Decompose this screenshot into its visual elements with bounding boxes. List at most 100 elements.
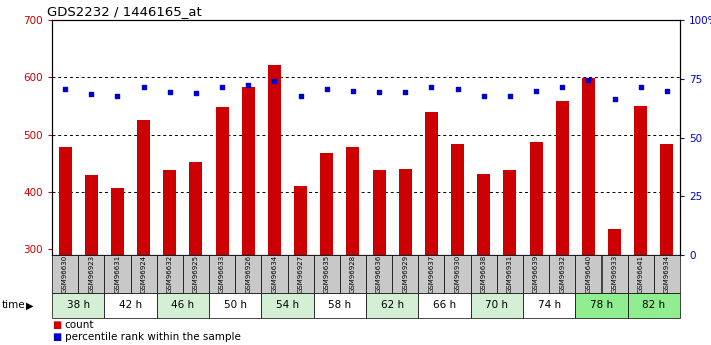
Text: GSM96924: GSM96924 <box>141 255 146 293</box>
Bar <box>320 153 333 255</box>
Text: GSM96631: GSM96631 <box>114 255 120 293</box>
Bar <box>654 255 680 293</box>
Point <box>400 89 411 95</box>
Text: GSM96934: GSM96934 <box>664 255 670 293</box>
Point <box>557 84 568 90</box>
Bar <box>497 255 523 293</box>
Bar <box>209 255 235 293</box>
Text: ■: ■ <box>52 332 61 342</box>
Text: GSM96633: GSM96633 <box>219 255 225 293</box>
Text: GSM96929: GSM96929 <box>402 255 408 293</box>
Bar <box>209 293 262 318</box>
Text: 70 h: 70 h <box>486 300 508 310</box>
Bar <box>314 293 366 318</box>
Bar <box>575 255 602 293</box>
Text: GSM96927: GSM96927 <box>298 255 304 293</box>
Point <box>269 78 280 84</box>
Bar <box>52 255 78 293</box>
Text: GSM96928: GSM96928 <box>350 255 356 293</box>
Point <box>242 82 254 87</box>
Point <box>583 77 594 83</box>
Bar <box>634 106 647 255</box>
Bar <box>366 255 392 293</box>
Bar <box>58 147 72 255</box>
Bar <box>451 144 464 255</box>
Bar <box>477 174 491 255</box>
Bar <box>262 293 314 318</box>
Point <box>295 93 306 99</box>
Text: GSM96926: GSM96926 <box>245 255 251 293</box>
Bar <box>582 78 595 255</box>
Text: 38 h: 38 h <box>67 300 90 310</box>
Point <box>426 84 437 90</box>
Point <box>635 84 646 90</box>
Bar <box>156 255 183 293</box>
Point <box>478 93 489 99</box>
Text: 42 h: 42 h <box>119 300 142 310</box>
Bar <box>137 120 150 255</box>
Text: 58 h: 58 h <box>328 300 351 310</box>
Bar <box>503 170 516 255</box>
Bar <box>242 87 255 255</box>
Bar <box>373 170 385 255</box>
Bar <box>628 255 654 293</box>
Bar <box>602 255 628 293</box>
Point <box>191 90 202 96</box>
Point <box>661 88 673 93</box>
Bar <box>549 255 575 293</box>
Bar <box>78 255 105 293</box>
Point <box>452 87 464 92</box>
Text: GSM96636: GSM96636 <box>376 255 382 293</box>
Bar <box>287 255 314 293</box>
Text: GSM96634: GSM96634 <box>272 255 277 293</box>
Text: 78 h: 78 h <box>590 300 613 310</box>
Bar <box>235 255 262 293</box>
Text: 62 h: 62 h <box>380 300 404 310</box>
Bar <box>575 293 628 318</box>
Text: time: time <box>2 300 26 310</box>
Bar <box>164 170 176 255</box>
Text: 82 h: 82 h <box>642 300 665 310</box>
Bar <box>523 293 575 318</box>
Bar <box>628 293 680 318</box>
Bar <box>346 147 360 255</box>
Bar <box>444 255 471 293</box>
Text: ▶: ▶ <box>26 300 33 310</box>
Bar <box>418 255 444 293</box>
Text: percentile rank within the sample: percentile rank within the sample <box>65 332 240 342</box>
Bar <box>661 144 673 255</box>
Point <box>138 84 149 90</box>
Bar <box>189 162 203 255</box>
Text: GSM96923: GSM96923 <box>88 255 95 293</box>
Bar <box>262 255 287 293</box>
Text: GSM96932: GSM96932 <box>560 255 565 293</box>
Text: GDS2232 / 1446165_at: GDS2232 / 1446165_at <box>47 5 202 18</box>
Bar <box>52 293 105 318</box>
Point <box>321 87 333 92</box>
Bar <box>314 255 340 293</box>
Text: GSM96632: GSM96632 <box>167 255 173 293</box>
Text: GSM96638: GSM96638 <box>481 255 487 293</box>
Bar <box>399 169 412 255</box>
Text: GSM96930: GSM96930 <box>454 255 461 293</box>
Bar <box>556 101 569 255</box>
Bar <box>530 142 542 255</box>
Text: GSM96639: GSM96639 <box>533 255 539 293</box>
Point <box>347 88 358 93</box>
Text: GSM96925: GSM96925 <box>193 255 199 293</box>
Bar <box>392 255 418 293</box>
Bar <box>111 188 124 255</box>
Text: GSM96931: GSM96931 <box>507 255 513 293</box>
Bar <box>85 175 98 255</box>
Text: 74 h: 74 h <box>538 300 561 310</box>
Bar <box>268 65 281 255</box>
Bar <box>471 255 497 293</box>
Bar <box>294 186 307 255</box>
Bar <box>156 293 209 318</box>
Text: 50 h: 50 h <box>224 300 247 310</box>
Point <box>373 89 385 95</box>
Text: GSM96640: GSM96640 <box>585 255 592 293</box>
Text: GSM96630: GSM96630 <box>62 255 68 293</box>
Text: GSM96637: GSM96637 <box>429 255 434 293</box>
Bar <box>471 293 523 318</box>
